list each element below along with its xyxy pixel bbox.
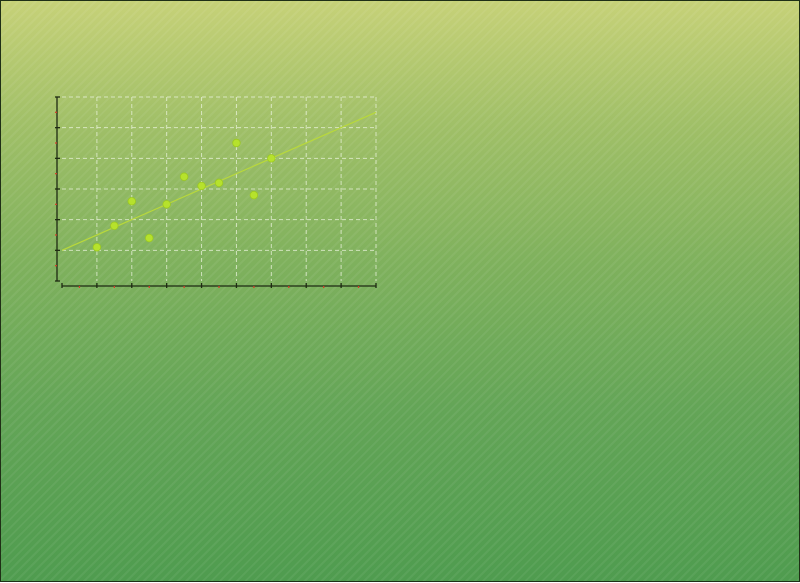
data-point bbox=[197, 181, 206, 191]
data-point bbox=[162, 200, 171, 209]
data-point bbox=[127, 197, 136, 206]
chart-grid bbox=[62, 96, 377, 281]
data-point bbox=[232, 138, 241, 148]
data-point bbox=[179, 172, 189, 181]
chart-axes bbox=[55, 96, 377, 288]
data-point bbox=[145, 233, 154, 243]
data-point bbox=[110, 221, 119, 230]
data-point bbox=[214, 178, 224, 188]
data-point bbox=[92, 243, 102, 252]
data-point bbox=[267, 154, 276, 163]
data-point bbox=[249, 190, 259, 200]
data-points bbox=[92, 138, 276, 252]
